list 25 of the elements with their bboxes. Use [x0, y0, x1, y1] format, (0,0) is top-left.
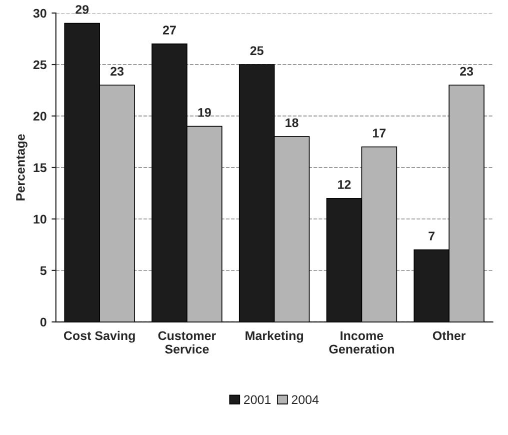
data-label: 12: [338, 180, 351, 189]
y-tick-label: 30: [33, 8, 46, 18]
data-label: 23: [110, 66, 124, 76]
data-label: 25: [250, 46, 264, 56]
data-label: 19: [198, 108, 211, 117]
data-label: 23: [460, 66, 474, 76]
data-label: 29: [76, 5, 89, 14]
data-label: 18: [286, 118, 298, 128]
data-label: 7: [428, 232, 435, 240]
y-tick-label: 20: [33, 112, 46, 121]
y-tick-label: 0: [40, 318, 46, 327]
legend-label: 2004: [292, 395, 319, 404]
data-label: 27: [162, 26, 176, 34]
x-tick-label: Customer Service: [158, 331, 216, 354]
x-tick-label: Marketing: [246, 330, 304, 343]
data-label: 17: [373, 128, 386, 138]
y-axis-title: Percentage: [16, 134, 28, 200]
legend-label: 2001: [244, 395, 271, 404]
x-tick-label: Cost Saving: [64, 330, 135, 343]
y-tick-label: 15: [34, 163, 47, 172]
x-tick-label: Other: [432, 330, 466, 340]
y-tick-label: 10: [34, 214, 46, 224]
y-tick-label: 5: [40, 266, 47, 276]
y-tick-label: 25: [33, 60, 47, 70]
x-tick-label: Income Generation: [329, 331, 394, 354]
